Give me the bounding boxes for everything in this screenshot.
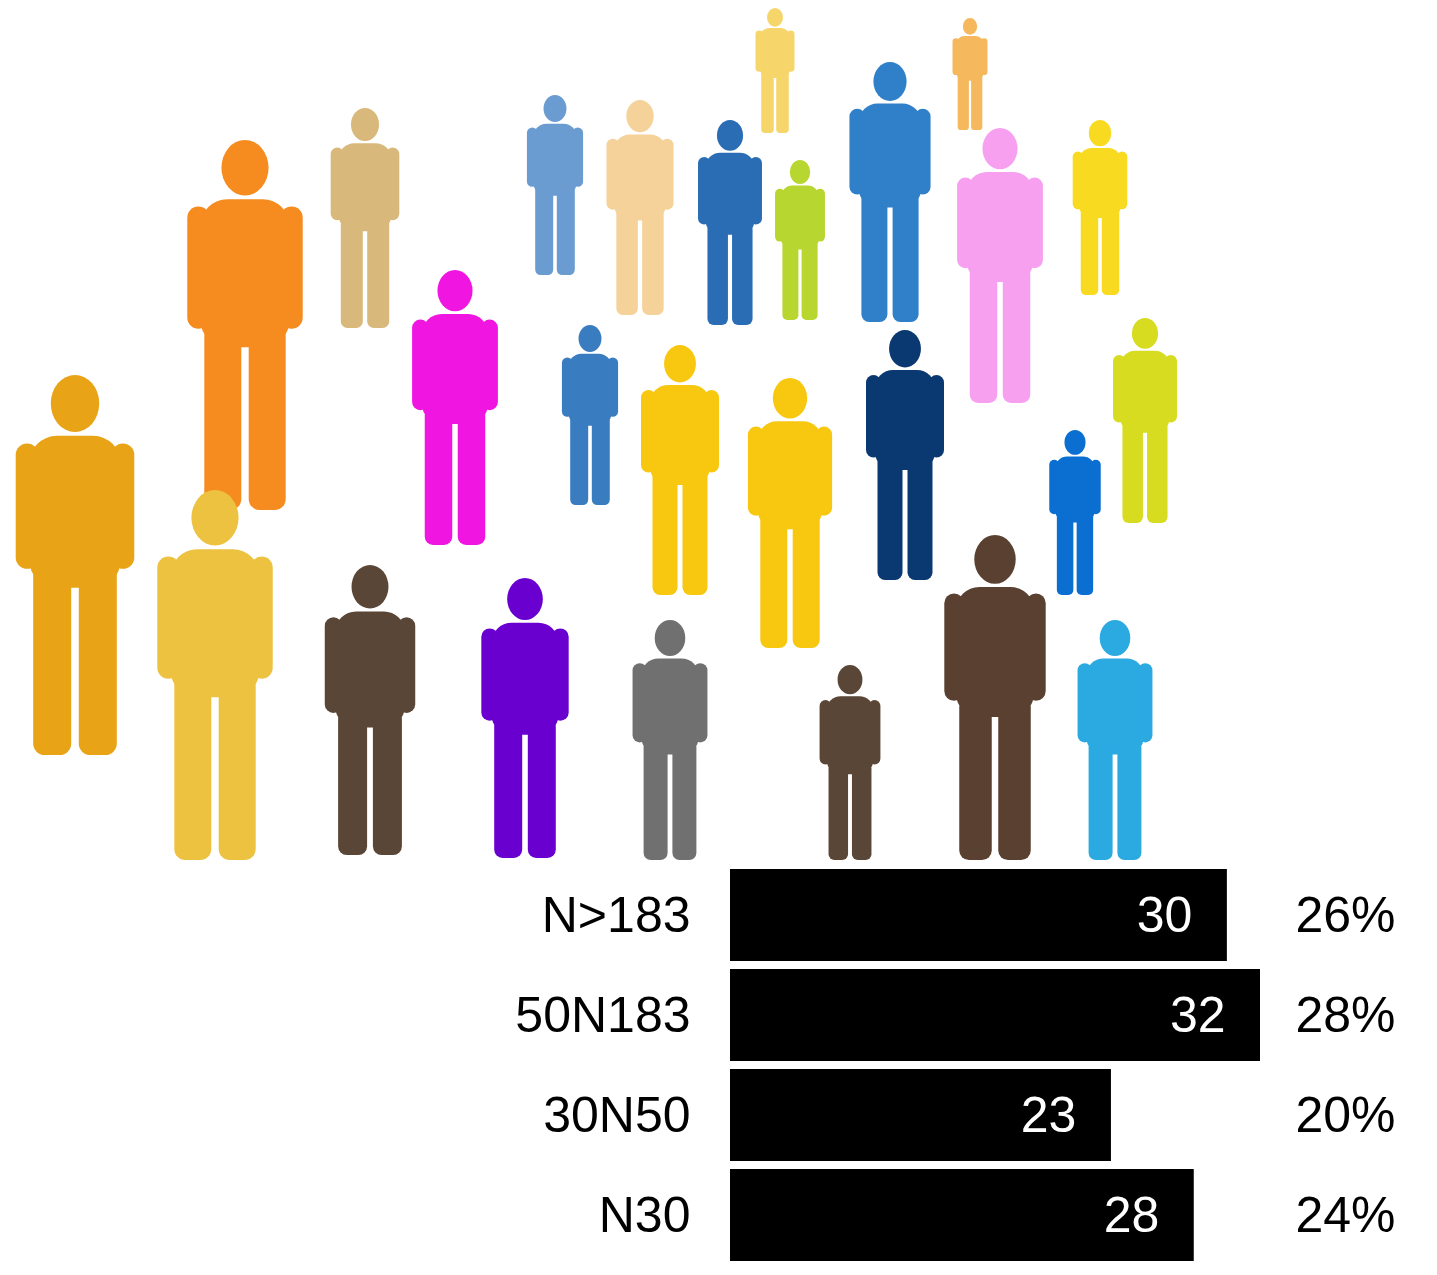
svg-text:24%: 24% [1296, 1187, 1396, 1243]
svg-text:20%: 20% [1296, 1087, 1396, 1143]
svg-text:28%: 28% [1296, 987, 1396, 1043]
svg-text:28: 28 [1104, 1187, 1160, 1243]
svg-text:50N183: 50N183 [515, 987, 690, 1043]
svg-text:23: 23 [1021, 1087, 1077, 1143]
svg-text:32: 32 [1170, 987, 1226, 1043]
svg-text:N>183: N>183 [542, 887, 691, 943]
svg-text:26%: 26% [1296, 887, 1396, 943]
svg-text:N30: N30 [599, 1187, 691, 1243]
svg-text:30N50: 30N50 [543, 1087, 690, 1143]
svg-text:30: 30 [1137, 887, 1193, 943]
